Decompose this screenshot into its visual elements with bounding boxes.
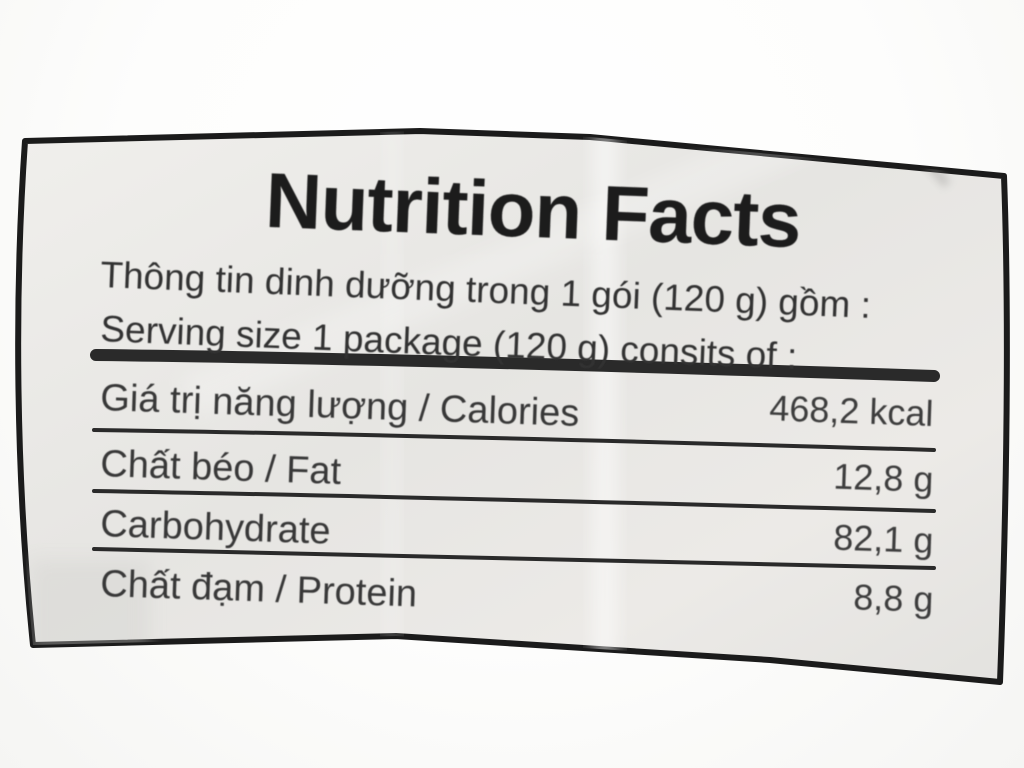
- row-divider: [92, 428, 936, 452]
- row-value-carbohydrate: 82,1 g: [833, 517, 934, 561]
- row-divider: [92, 489, 936, 513]
- header-divider-bar: [90, 349, 940, 382]
- row-name-carbohydrate: Carbohydrate: [100, 503, 332, 553]
- row-name-protein: Chất đạm / Protein: [100, 563, 418, 615]
- row-value-protein: 8,8 g: [853, 576, 934, 620]
- row-value-calories: 468,2 kcal: [769, 387, 934, 434]
- sheen-highlight: [180, 131, 841, 418]
- row-value-fat: 12,8 g: [833, 456, 934, 500]
- crease-highlight: [386, 131, 398, 655]
- label-title: Nutrition Facts: [264, 156, 802, 264]
- crease-highlight: [594, 131, 616, 682]
- label-frame: [15, 128, 1010, 685]
- row-name-fat: Chất béo / Fat: [100, 443, 343, 493]
- row-divider: [92, 547, 936, 570]
